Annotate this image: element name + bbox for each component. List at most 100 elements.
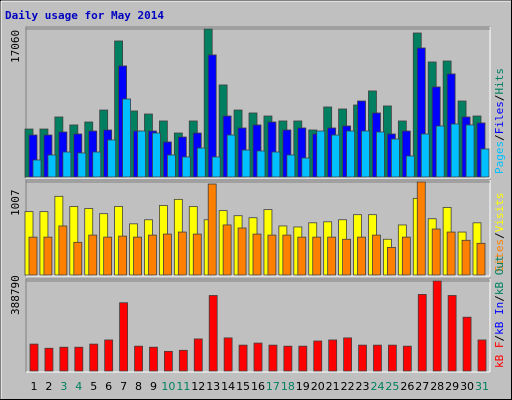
chart-title: Daily usage for May 2014: [5, 9, 164, 22]
x-tick-label: 10: [161, 380, 175, 393]
legend-entry: Hits: [493, 68, 506, 95]
bar: [358, 344, 367, 372]
x-tick-label: 18: [281, 380, 295, 393]
bar: [89, 343, 99, 372]
bar: [241, 149, 251, 178]
bar: [435, 125, 445, 178]
legend-separator: /: [493, 232, 506, 239]
bar: [386, 246, 396, 276]
legend: kB F/kB In/kB Out: [493, 255, 506, 368]
bar: [286, 154, 296, 178]
x-tick-label: 23: [356, 380, 370, 393]
bar: [181, 156, 191, 178]
bar: [416, 181, 426, 276]
bar: [119, 302, 128, 372]
bar: [361, 130, 370, 178]
bar: [137, 130, 146, 178]
bar: [387, 344, 397, 372]
x-tick-label: 30: [460, 380, 474, 393]
bar: [477, 339, 487, 372]
bar: [480, 148, 490, 178]
bar: [59, 346, 69, 372]
legend-entry: kB Out: [493, 255, 506, 295]
x-tick-label: 25: [385, 380, 399, 393]
bar: [313, 340, 323, 372]
x-tick-label: 13: [206, 380, 220, 393]
bar: [373, 344, 382, 372]
bar: [237, 227, 247, 276]
bar: [92, 151, 102, 178]
bar: [29, 343, 39, 372]
bar: [208, 295, 218, 372]
bar: [316, 130, 326, 178]
bar: [88, 234, 98, 276]
x-tick-label: 28: [430, 380, 444, 393]
bar: [193, 338, 203, 372]
bar: [476, 242, 486, 276]
bar: [327, 236, 337, 276]
bar: [162, 233, 172, 276]
bar: [431, 228, 441, 276]
bar: [301, 157, 311, 178]
legend-separator: /: [493, 335, 506, 342]
legend: Pages/Files/Hits: [493, 68, 506, 174]
bar: [461, 239, 471, 276]
x-tick-label: 24: [370, 380, 384, 393]
bar: [177, 231, 187, 276]
bar: [401, 236, 411, 276]
x-tick-label: 20: [311, 380, 325, 393]
bar: [28, 236, 38, 276]
x-tick-label: 17: [266, 380, 280, 393]
bar: [74, 346, 84, 372]
bar: [103, 236, 113, 276]
bar: [420, 133, 430, 178]
bar: [297, 236, 307, 276]
bar: [298, 345, 308, 372]
bar: [268, 344, 278, 372]
x-tick-label: 12: [191, 380, 205, 393]
bar: [283, 345, 293, 372]
bar: [118, 235, 127, 276]
legend-separator: /: [493, 295, 506, 302]
bar: [432, 280, 442, 372]
x-tick-label: 1: [31, 380, 38, 393]
x-tick-label: 19: [296, 380, 310, 393]
bar: [312, 236, 322, 276]
bar: [372, 234, 381, 276]
bar: [446, 231, 456, 276]
bar: [462, 316, 472, 372]
bar: [331, 134, 341, 178]
legend-separator: /: [493, 134, 506, 141]
x-tick-label: 26: [400, 380, 414, 393]
bar: [465, 124, 475, 178]
x-tick-label: 8: [135, 380, 142, 393]
y-tick-label: 17060: [9, 30, 22, 63]
x-tick-label: 9: [150, 380, 157, 393]
bar: [253, 342, 263, 372]
bar: [223, 337, 233, 372]
bar: [152, 132, 161, 178]
bar: [122, 98, 131, 178]
bar: [207, 183, 217, 276]
bar: [47, 154, 57, 178]
bar: [149, 346, 158, 372]
bar: [43, 236, 53, 276]
bar: [178, 349, 188, 372]
bar: [447, 295, 457, 372]
x-tick-label: 6: [105, 380, 112, 393]
bar: [222, 224, 232, 276]
legend-entry: Pages: [493, 141, 506, 174]
x-tick-label: 22: [341, 380, 355, 393]
bar: [44, 347, 54, 372]
bar: [62, 151, 72, 178]
bar: [238, 344, 248, 372]
x-tick-label: 27: [415, 380, 429, 393]
bar: [148, 234, 157, 276]
x-tick-label: 31: [475, 380, 489, 393]
legend: Sites/Visits: [493, 193, 506, 273]
bar: [402, 345, 412, 372]
x-tick-label: 2: [45, 380, 52, 393]
bar: [166, 154, 176, 178]
bar: [267, 234, 277, 276]
